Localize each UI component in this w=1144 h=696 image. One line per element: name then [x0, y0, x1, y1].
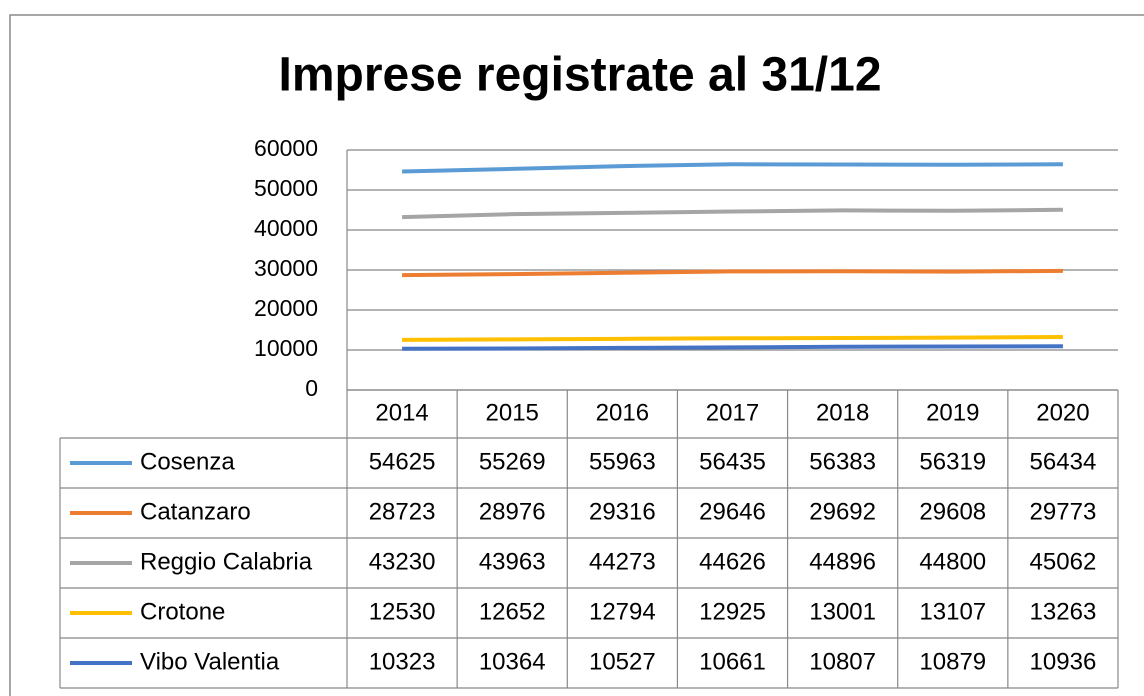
- table-value: 12925: [699, 598, 766, 625]
- y-tick-label: 0: [305, 375, 318, 401]
- table-value: 56383: [809, 448, 876, 475]
- x-tick-label: 2018: [816, 399, 869, 426]
- chart-title: Imprese registrate al 31/12: [278, 49, 881, 102]
- table-value: 10527: [589, 648, 656, 675]
- table-value: 10661: [699, 648, 766, 675]
- table-value: 56435: [699, 448, 766, 475]
- x-tick-label: 2014: [375, 399, 428, 426]
- y-tick-label: 50000: [254, 175, 318, 201]
- legend-label: Catanzaro: [140, 498, 251, 525]
- table-value: 44896: [809, 548, 876, 575]
- table-value: 12530: [369, 598, 436, 625]
- table-value: 10364: [479, 648, 546, 675]
- x-tick-label: 2017: [706, 399, 759, 426]
- y-tick-label: 10000: [254, 335, 318, 361]
- series-line: [402, 334, 1063, 342]
- table-value: 56434: [1030, 448, 1097, 475]
- y-tick-label: 30000: [254, 255, 318, 281]
- chart-frame: [9, 14, 1144, 696]
- table-value: 44800: [919, 548, 986, 575]
- table-value: 54625: [369, 448, 436, 475]
- table-value: 44626: [699, 548, 766, 575]
- x-tick-label: 2019: [926, 399, 979, 426]
- x-tick-label: 2020: [1036, 399, 1089, 426]
- table-value: 10323: [369, 648, 436, 675]
- y-tick-label: 60000: [254, 135, 318, 161]
- y-tick-label: 20000: [254, 295, 318, 321]
- table-value: 13263: [1030, 598, 1097, 625]
- table-value: 28976: [479, 498, 546, 525]
- series-line: [402, 207, 1063, 220]
- series-line: [402, 344, 1063, 351]
- table-value: 12794: [589, 598, 656, 625]
- table-value: 10807: [809, 648, 876, 675]
- table-value: 29773: [1030, 498, 1097, 525]
- table-value: 10879: [919, 648, 986, 675]
- table-value: 13001: [809, 598, 876, 625]
- table-value: 28723: [369, 498, 436, 525]
- table-value: 29692: [809, 498, 876, 525]
- x-tick-label: 2015: [486, 399, 539, 426]
- series-line: [402, 162, 1063, 174]
- table-value: 10936: [1030, 648, 1097, 675]
- table-value: 43230: [369, 548, 436, 575]
- table-value: 12652: [479, 598, 546, 625]
- table-value: 29608: [919, 498, 986, 525]
- legend-label: Crotone: [140, 598, 225, 625]
- table-value: 56319: [919, 448, 986, 475]
- legend-label: Reggio Calabria: [140, 548, 313, 575]
- table-value: 55963: [589, 448, 656, 475]
- table-value: 29646: [699, 498, 766, 525]
- table-value: 55269: [479, 448, 546, 475]
- x-tick-label: 2016: [596, 399, 649, 426]
- table-value: 13107: [919, 598, 986, 625]
- table-value: 29316: [589, 498, 656, 525]
- table-value: 45062: [1030, 548, 1097, 575]
- series-line: [402, 268, 1063, 278]
- legend-label: Vibo Valentia: [140, 648, 280, 675]
- table-value: 44273: [589, 548, 656, 575]
- legend-label: Cosenza: [140, 448, 235, 475]
- table-value: 43963: [479, 548, 546, 575]
- y-tick-label: 40000: [254, 215, 318, 241]
